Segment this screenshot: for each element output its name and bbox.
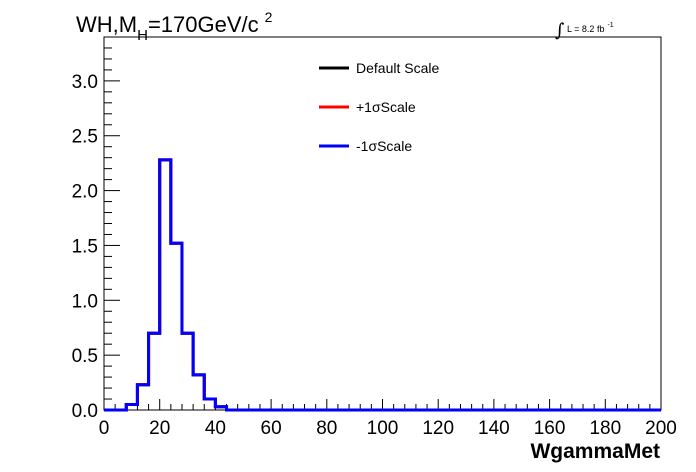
lumi-superscript: -1 [607,22,613,29]
x-tick-label: 100 [367,418,399,439]
y-tick-label: 0.0 [72,401,98,422]
plot-frame [103,36,662,411]
x-tick-label: 20 [149,418,170,439]
x-tick-label: 160 [534,418,566,439]
x-axis-title: WgammaMet [530,440,660,463]
x-axis: 0 20 40 60 80 100 120 140 160 180 200 [99,399,677,439]
legend: Default Scale +1σScale -1σScale [319,60,439,154]
x-tick-label: 60 [261,418,282,439]
y-tick-label: 3.0 [72,72,98,93]
y-tick-label: 0.5 [72,346,98,367]
legend-label: Default Scale [356,60,439,76]
y-tick-label: 2.0 [72,182,98,203]
x-tick-label: 180 [589,418,621,439]
legend-label: +1σScale [356,99,416,115]
x-tick-label: 120 [422,418,454,439]
lumi-label: L = 8.2 fb -1 [567,22,614,34]
y-tick-label: 2.5 [72,127,98,148]
x-tick-label: 80 [316,418,337,439]
x-tick-label: 0 [99,418,110,439]
x-tick-label: 140 [478,418,510,439]
series-line-1 [104,158,661,412]
lumi-text: L = 8.2 fb [567,24,604,34]
legend-label: -1σScale [356,138,412,154]
title-main: WH,M [76,12,137,37]
x-tick-label: 200 [645,418,677,439]
chart-title: WH,MH=170GeV/c 2 [76,9,273,44]
series-line-0 [104,158,661,412]
title-superscript: 2 [265,9,273,25]
title-rest: =170GeV/c [148,12,259,37]
series-line-2 [104,158,661,412]
y-axis: 0.0 0.5 1.0 1.5 2.0 2.5 3.0 [72,36,120,422]
series-layer [104,158,661,412]
y-tick-label: 1.5 [72,236,98,257]
lumi-integral-sign: ∫ [555,20,565,41]
x-tick-label: 40 [205,418,226,439]
title-subscript: H [137,27,148,44]
y-tick-label: 1.0 [72,291,98,312]
